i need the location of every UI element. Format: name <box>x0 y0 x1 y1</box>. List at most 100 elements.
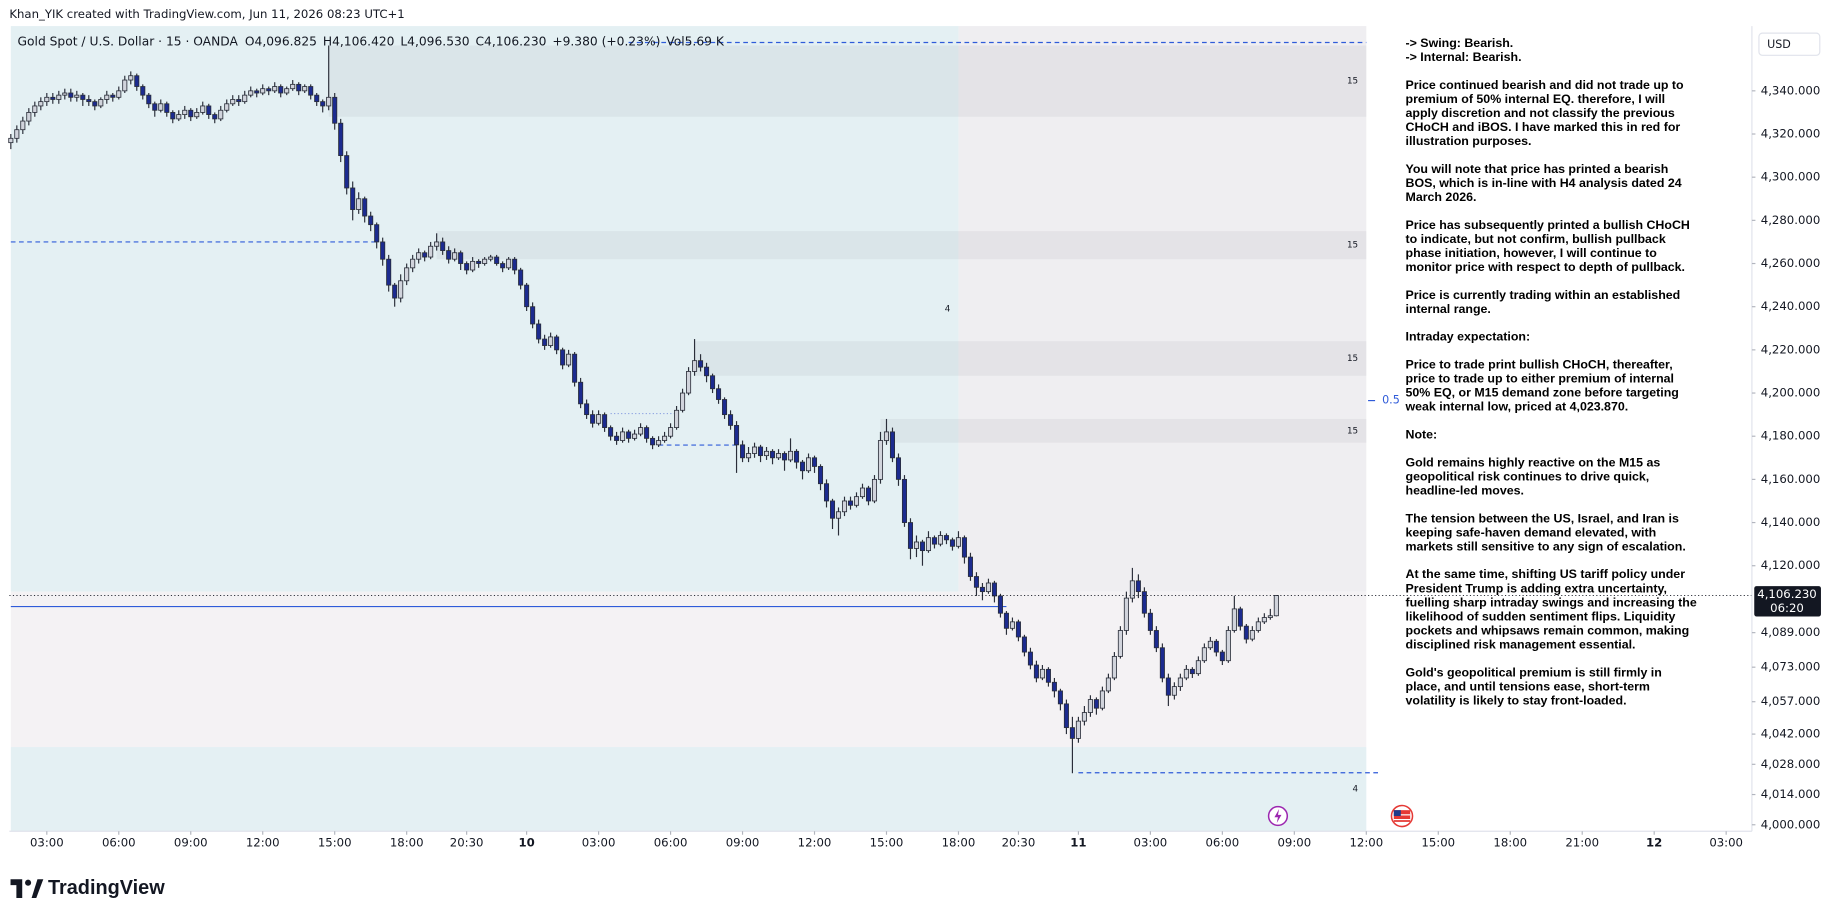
candle-body <box>1165 677 1171 696</box>
note-line: volatility is likely to stay front-loade… <box>1406 693 1627 707</box>
candle-body <box>92 101 98 107</box>
candle-body <box>362 198 368 217</box>
candle-body <box>434 241 440 247</box>
candle-body <box>170 112 176 120</box>
candle-body <box>452 252 458 260</box>
candle-body <box>1219 651 1225 662</box>
candle-body <box>943 535 949 541</box>
candle-body <box>404 267 410 282</box>
y-tick-label: 4,280.000 <box>1761 213 1820 227</box>
x-tick-label: 06:00 <box>1206 835 1240 849</box>
candle-body <box>194 112 200 118</box>
candle-body <box>1255 621 1261 631</box>
candle-body <box>1117 630 1123 657</box>
currency[interactable]: USD <box>1767 38 1791 51</box>
candle-body <box>1249 630 1255 640</box>
candle-body <box>806 457 812 472</box>
candle-body <box>859 487 866 498</box>
x-tick-label: 18:00 <box>390 835 424 849</box>
candle-body <box>8 137 14 144</box>
note-line: weak internal low, priced at 4,023.870. <box>1405 400 1629 414</box>
candle-body <box>698 360 704 368</box>
candle-body <box>242 94 248 103</box>
candle-body <box>38 101 44 107</box>
note-line: Price to trade print bullish CHoCH, ther… <box>1406 358 1673 372</box>
candle-body <box>979 586 985 593</box>
candle-body <box>674 409 680 428</box>
candle-body <box>829 500 836 519</box>
currency-box[interactable] <box>1758 32 1821 56</box>
candle-body <box>1207 640 1213 649</box>
candle-body <box>572 353 578 383</box>
note-line: phase initiation, however, I will contin… <box>1406 246 1658 260</box>
candle-body <box>692 360 698 372</box>
note-line: -> Internal: Bearish. <box>1406 50 1522 64</box>
candle-body <box>907 522 913 549</box>
note-line: likelihood of sudden sentiment flips. Li… <box>1406 609 1676 623</box>
candle-body <box>931 537 937 545</box>
y-tick-label: 4,140.000 <box>1761 515 1820 529</box>
candle-body <box>835 511 842 519</box>
candle-body <box>764 450 770 457</box>
brand-logo[interactable]: TradingView <box>10 877 166 899</box>
candle-body <box>308 86 314 96</box>
candle-body <box>985 582 991 593</box>
note-line: geopolitical risk continues to drive qui… <box>1406 469 1650 483</box>
candle-body <box>961 537 967 558</box>
candle-body <box>284 88 290 94</box>
candle-body <box>578 381 584 405</box>
candle-body <box>1183 668 1189 679</box>
open: O4,096.825 <box>245 34 317 48</box>
candle-body <box>248 90 254 96</box>
candle-body <box>1081 712 1087 722</box>
candle-body <box>1153 630 1159 649</box>
x-tick-label: 20:30 <box>450 835 484 849</box>
logo-v <box>31 879 44 898</box>
y-tick-label: 4,340.000 <box>1761 83 1820 97</box>
zone <box>958 26 1367 592</box>
candle-body <box>913 541 919 549</box>
candle-body <box>554 336 560 351</box>
note-line: Gold's geopolitical premium is still fir… <box>1406 665 1662 679</box>
note-line: price to trade up to either premium of i… <box>1406 372 1675 386</box>
lightning <box>1274 808 1282 824</box>
flag-canton <box>1393 810 1401 817</box>
last-price-label: 4,106.230 <box>1757 587 1816 601</box>
candle-body <box>1099 690 1105 709</box>
candle-body <box>758 446 764 457</box>
y-tick-label: 4,042.000 <box>1761 727 1820 741</box>
candle-body <box>266 88 272 92</box>
candle-body <box>1123 597 1129 631</box>
zone <box>694 341 1367 376</box>
candle-body <box>350 187 356 210</box>
y-tick-label: 4,073.000 <box>1761 660 1820 674</box>
zone <box>10 26 959 592</box>
x-tick-label: 12:00 <box>798 835 832 849</box>
candle-body <box>973 576 979 588</box>
note-line: disciplined risk management essential. <box>1406 637 1636 651</box>
note-line: place, and until tensions ease, short-te… <box>1406 679 1650 693</box>
candle-body <box>176 114 182 120</box>
candle-body <box>104 94 110 100</box>
candle-body <box>865 487 872 502</box>
zone <box>880 418 1367 443</box>
legend: Gold Spot / U.S. Dollar · 15 · OANDA O4,0… <box>18 34 725 48</box>
candle-body <box>548 336 554 346</box>
candle-body <box>422 252 428 258</box>
candle-body <box>560 349 566 366</box>
candle-body <box>356 198 362 210</box>
candle-body <box>1261 617 1267 623</box>
candle-body <box>476 260 482 264</box>
candle-body <box>86 99 92 103</box>
note-line: keeping safe-haven demand elevated, with <box>1406 525 1657 539</box>
candle-body <box>212 114 218 120</box>
candle-body <box>128 75 134 81</box>
zone-label: 15 <box>1347 426 1358 436</box>
candle-body <box>817 466 824 485</box>
candle-body <box>14 129 20 139</box>
candle-body <box>1045 668 1051 683</box>
note-line: apply discretion and not classify the pr… <box>1406 106 1675 120</box>
candle-body <box>446 250 452 260</box>
note-line: CHoCH and iBOS. I have marked this in re… <box>1406 120 1681 134</box>
candle-body <box>788 450 794 461</box>
